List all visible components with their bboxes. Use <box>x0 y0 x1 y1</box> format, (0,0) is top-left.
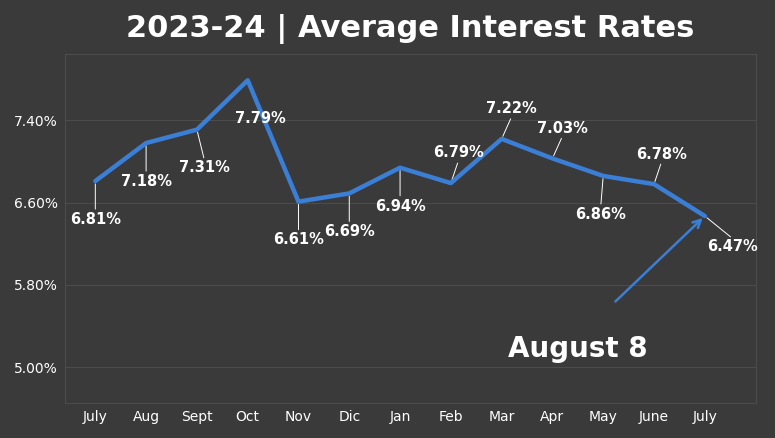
Text: 6.94%: 6.94% <box>374 198 425 214</box>
Text: 6.47%: 6.47% <box>708 239 758 254</box>
Text: 6.69%: 6.69% <box>324 224 374 239</box>
Text: 7.18%: 7.18% <box>121 174 171 189</box>
Text: 7.03%: 7.03% <box>537 121 588 136</box>
Text: 6.78%: 6.78% <box>636 147 687 162</box>
Text: 6.86%: 6.86% <box>575 207 626 222</box>
Text: 6.81%: 6.81% <box>70 212 121 227</box>
Text: 7.79%: 7.79% <box>235 111 286 126</box>
Text: 7.31%: 7.31% <box>179 160 230 176</box>
Text: 6.79%: 6.79% <box>433 145 484 160</box>
Text: 6.61%: 6.61% <box>273 233 324 247</box>
Title: 2023-24 | Average Interest Rates: 2023-24 | Average Interest Rates <box>126 14 694 44</box>
Text: August 8: August 8 <box>508 335 648 363</box>
Text: 7.22%: 7.22% <box>487 101 537 116</box>
